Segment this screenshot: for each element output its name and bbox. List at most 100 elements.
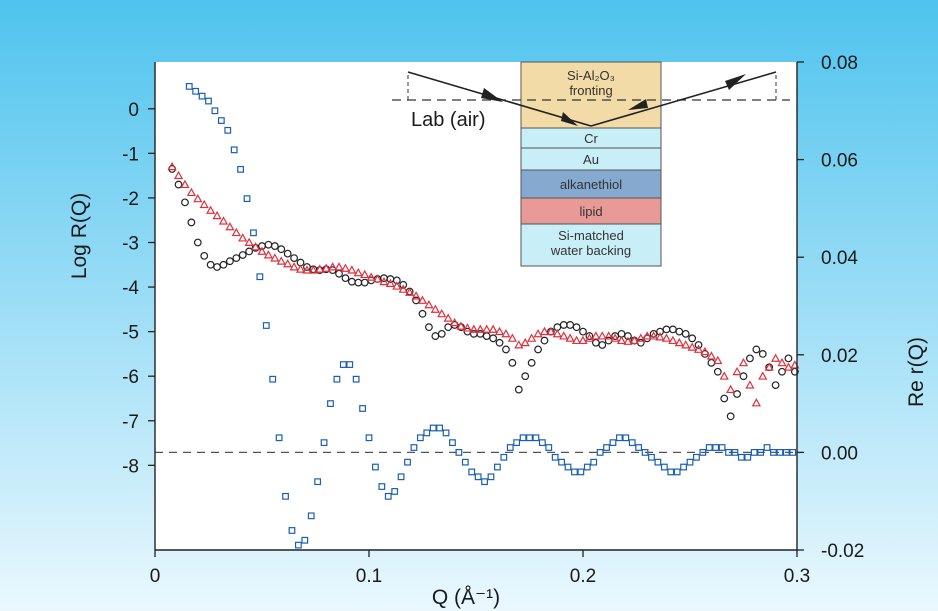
data-point-triangle (527, 333, 537, 342)
data-point-circle (502, 345, 510, 354)
data-point-square (384, 492, 392, 500)
plot-area (155, 62, 797, 550)
data-point-square (481, 478, 488, 486)
data-point-circle (187, 218, 196, 227)
data-point-triangle (693, 344, 704, 353)
data-point-square (320, 439, 328, 447)
beam-arrow-up (628, 99, 648, 110)
data-point-circle (771, 381, 780, 390)
data-point-triangle (642, 331, 652, 340)
data-point-square (365, 434, 373, 442)
data-point-triangle (738, 357, 749, 367)
data-point-square (660, 463, 668, 471)
data-point-square (198, 92, 206, 100)
data-point-square (250, 229, 257, 237)
data-point-square (205, 97, 212, 105)
y-right-tick-label: 0.00 (821, 443, 858, 464)
data-point-square (635, 444, 643, 451)
data-point-square (667, 468, 675, 476)
data-point-circle (412, 296, 420, 305)
data-point-triangle (668, 335, 678, 345)
data-point-square (301, 536, 309, 544)
data-point-square (757, 449, 765, 456)
data-point-square (294, 541, 302, 549)
data-point-square (686, 458, 694, 466)
data-point-triangle (392, 281, 402, 290)
data-point-square (442, 429, 450, 437)
data-point-square (333, 375, 341, 383)
data-point-square (468, 468, 476, 476)
data-point-square (551, 453, 559, 461)
data-point-square (770, 449, 777, 456)
data-point-triangle (661, 333, 672, 342)
data-point-circle (694, 341, 703, 349)
data-point-triangle (449, 317, 460, 327)
y-right-tick-label: 0.08 (821, 53, 858, 74)
y-left-axis-label: Log R(Q) (68, 193, 91, 279)
data-point-square (673, 468, 681, 476)
y-right-tick-label: 0.04 (821, 248, 858, 269)
data-point-triangle (719, 371, 729, 380)
data-point-square (583, 463, 591, 471)
data-point-triangle (411, 291, 421, 300)
y-right-tick-label: -0.02 (821, 541, 864, 562)
data-point-square (532, 434, 540, 442)
data-point-square (564, 463, 572, 471)
data-point-circle (508, 358, 517, 367)
data-point-triangle (244, 237, 254, 246)
data-point-circle (720, 394, 729, 403)
data-point-triangle (231, 227, 241, 237)
data-point-square (237, 165, 245, 173)
data-point-square (712, 444, 720, 451)
data-point-triangle (674, 337, 684, 347)
data-point-triangle (604, 331, 614, 340)
data-point-triangle (751, 398, 761, 407)
data-point-circle (495, 338, 504, 347)
data-point-triangle (571, 335, 582, 345)
data-point-square (622, 434, 630, 442)
data-point-square (275, 434, 283, 442)
data-point-square (590, 458, 598, 466)
data-point-triangle (482, 324, 492, 333)
data-point-circle (489, 334, 498, 343)
y-left-tick-label: -5 (122, 323, 139, 344)
data-point-circle (200, 251, 209, 260)
data-point-square (397, 473, 405, 481)
data-point-triangle (687, 342, 697, 351)
data-point-triangle (764, 362, 774, 371)
data-point-square (494, 463, 501, 471)
data-point-square (596, 449, 604, 456)
data-point-triangle (507, 333, 517, 342)
beam-arrow-incoming (481, 88, 503, 102)
data-point-square (776, 449, 784, 456)
data-point-circle (232, 254, 241, 262)
data-point-square (577, 468, 585, 476)
data-point-circle (277, 245, 286, 254)
data-point-square (185, 82, 193, 90)
data-point-triangle (270, 253, 280, 262)
beam-arrow-down (561, 112, 578, 126)
data-point-triangle (347, 265, 357, 274)
series-square (185, 82, 797, 549)
data-point-triangle (475, 324, 485, 333)
data-point-square (474, 473, 482, 481)
data-point-square (693, 453, 700, 461)
data-point-square (282, 492, 289, 500)
lab-air-label: Lab (air) (411, 109, 485, 131)
data-point-triangle (212, 210, 222, 220)
data-point-square (372, 463, 379, 471)
data-point-triangle (360, 269, 370, 279)
series-triangle (167, 161, 800, 407)
data-point-square (789, 449, 797, 456)
y-right-axis-label: Re r(Q) (905, 337, 928, 407)
data-point-triangle (186, 187, 196, 197)
au-label: Au (583, 152, 599, 167)
y-left-tick-label: -7 (122, 412, 139, 433)
data-point-triangle (700, 346, 710, 356)
data-point-square (378, 483, 386, 490)
data-point-triangle (340, 263, 351, 272)
data-point-square (359, 405, 366, 412)
data-point-circle (225, 257, 234, 266)
data-point-triangle (424, 300, 434, 309)
data-point-circle (681, 329, 690, 338)
